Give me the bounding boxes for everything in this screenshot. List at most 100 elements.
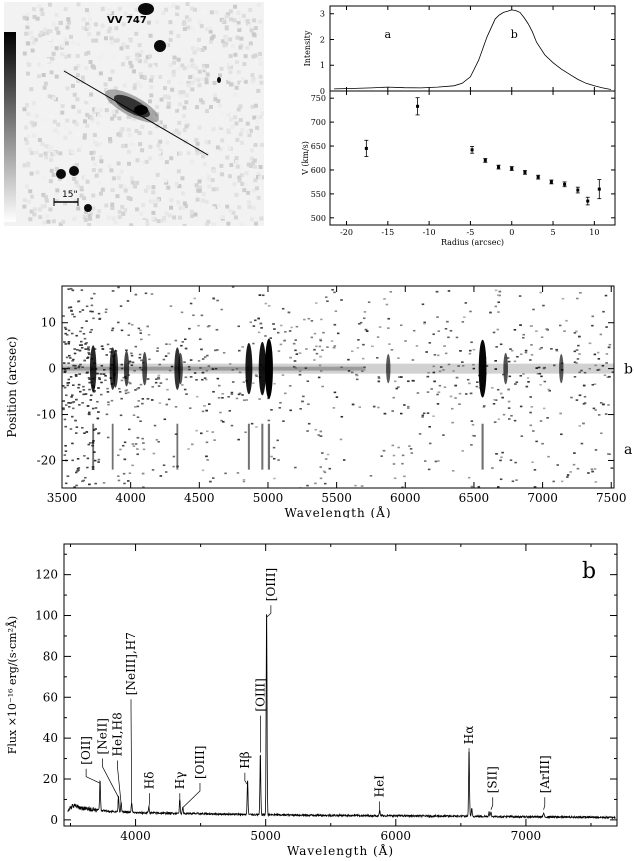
noise-pixel: [324, 482, 327, 485]
noise-pixel: [26, 31, 31, 36]
noise-pixel: [267, 419, 271, 422]
noise-pixel: [459, 350, 462, 352]
noise-pixel: [40, 63, 45, 68]
data-marker: [576, 188, 580, 192]
noise-pixel: [136, 405, 140, 408]
noise-pixel: [106, 391, 110, 393]
noise-pixel: [226, 80, 231, 85]
noise-pixel: [530, 344, 533, 346]
noise-pixel: [138, 142, 143, 147]
noise-pixel: [120, 144, 125, 149]
noise-pixel: [455, 376, 459, 379]
noise-pixel: [362, 343, 365, 346]
noise-pixel: [123, 143, 128, 148]
noise-pixel: [141, 402, 144, 405]
noise-pixel: [464, 302, 468, 304]
noise-pixel: [577, 344, 580, 347]
noise-pixel: [91, 150, 96, 155]
noise-pixel: [314, 428, 317, 431]
noise-pixel: [22, 51, 27, 56]
noise-pixel: [237, 325, 241, 328]
noise-pixel: [100, 381, 103, 384]
noise-pixel: [148, 33, 153, 38]
noise-pixel: [230, 391, 234, 394]
x-tick-label: 6000: [390, 491, 421, 505]
noise-pixel: [193, 7, 198, 12]
noise-pixel: [182, 105, 187, 110]
noise-pixel: [108, 136, 113, 141]
noise-pixel: [234, 192, 239, 197]
noise-pixel: [310, 336, 314, 339]
noise-pixel: [31, 7, 36, 12]
emission-line: [89, 345, 97, 393]
leader-line: [148, 793, 150, 808]
noise-pixel: [86, 348, 90, 350]
noise-pixel: [489, 311, 492, 314]
noise-pixel: [533, 469, 537, 471]
noise-pixel: [86, 371, 89, 374]
noise-pixel: [178, 95, 183, 100]
noise-pixel: [507, 388, 510, 391]
noise-pixel: [242, 480, 246, 483]
noise-pixel: [401, 462, 404, 465]
noise-pixel: [166, 185, 171, 190]
noise-pixel: [79, 330, 82, 333]
noise-pixel: [29, 194, 34, 199]
noise-pixel: [319, 370, 323, 372]
noise-pixel: [220, 172, 225, 177]
noise-pixel: [158, 166, 163, 171]
noise-pixel: [146, 185, 151, 190]
noise-pixel: [138, 366, 142, 369]
noise-pixel: [427, 468, 431, 471]
noise-pixel: [81, 17, 86, 22]
noise-pixel: [451, 470, 455, 472]
noise-pixel: [455, 336, 459, 339]
noise-pixel: [182, 66, 187, 71]
noise-pixel: [37, 4, 42, 9]
noise-pixel: [188, 75, 193, 80]
noise-pixel: [162, 198, 167, 203]
noise-pixel: [392, 454, 396, 457]
noise-pixel: [320, 318, 323, 321]
noise-pixel: [145, 55, 150, 60]
noise-pixel: [569, 471, 572, 473]
velocity-point: [415, 97, 420, 116]
noise-pixel: [496, 294, 500, 296]
noise-pixel: [157, 377, 161, 380]
noise-pixel: [206, 219, 211, 224]
noise-pixel: [117, 210, 122, 215]
noise-pixel: [321, 349, 324, 351]
noise-pixel: [270, 409, 273, 411]
noise-pixel: [594, 481, 598, 483]
noise-pixel: [250, 422, 254, 425]
noise-pixel: [418, 433, 422, 435]
noise-pixel: [137, 387, 141, 389]
emission-line: [142, 351, 148, 386]
noise-pixel: [148, 63, 153, 68]
noise-pixel: [68, 405, 71, 408]
noise-pixel: [73, 352, 77, 355]
noise-pixel: [74, 162, 79, 167]
noise-pixel: [67, 362, 70, 364]
noise-pixel: [239, 43, 244, 48]
noise-pixel: [204, 109, 209, 114]
noise-pixel: [192, 314, 195, 317]
noise-pixel: [540, 336, 544, 339]
noise-pixel: [161, 11, 166, 16]
noise-pixel: [151, 216, 156, 221]
noise-pixel: [44, 144, 49, 149]
noise-pixel: [289, 356, 292, 359]
noise-pixel: [556, 464, 559, 466]
noise-pixel: [438, 370, 442, 373]
noise-pixel: [81, 426, 84, 429]
noise-pixel: [150, 75, 155, 80]
y-tick-label: 750: [311, 94, 326, 103]
noise-pixel: [103, 82, 108, 87]
noise-pixel: [284, 392, 287, 395]
noise-pixel: [553, 364, 556, 367]
image-noise: [22, 2, 266, 228]
emission-line-label: Hγ: [173, 772, 187, 790]
noise-pixel: [372, 405, 376, 408]
noise-pixel: [109, 36, 114, 41]
